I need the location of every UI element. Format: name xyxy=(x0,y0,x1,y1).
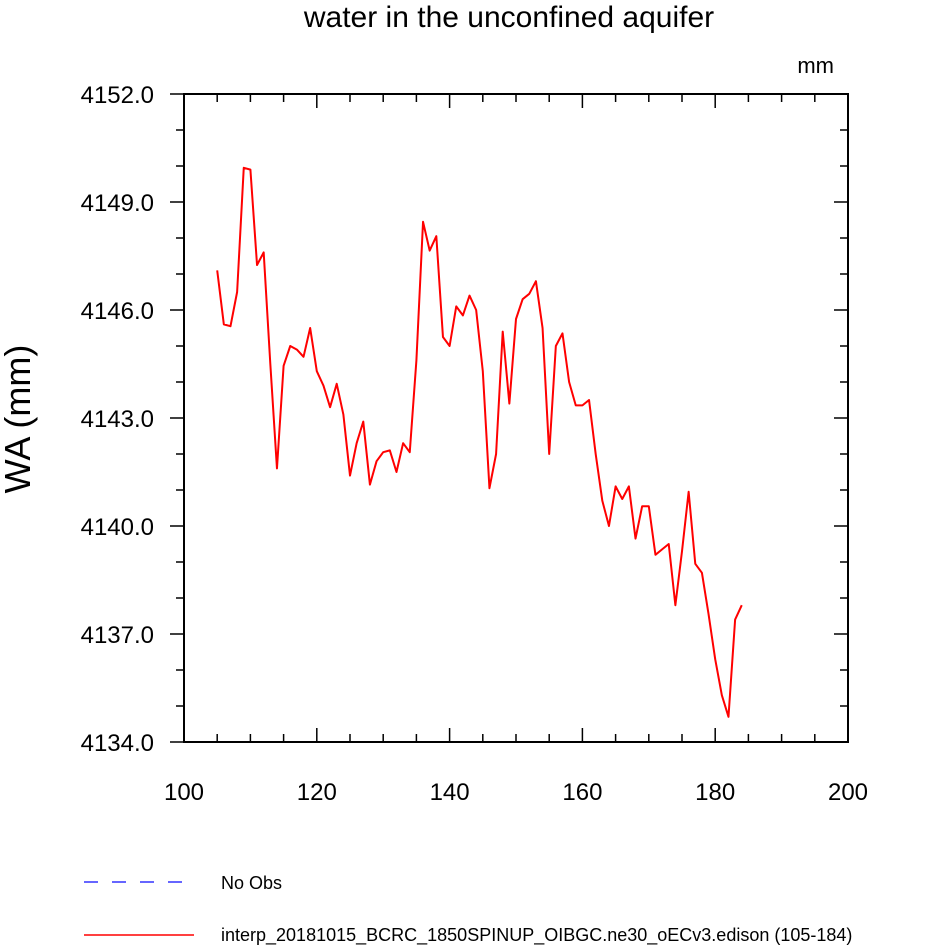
chart-title: water in the unconfined aquifer xyxy=(303,1,714,34)
y-axis-label: WA (mm) xyxy=(0,345,38,494)
y-tick-label: 4143.0 xyxy=(81,406,154,433)
x-tick-label: 140 xyxy=(430,779,470,806)
legend: No Obs interp_20181015_BCRC_1850SPINUP_O… xyxy=(84,873,852,946)
y-tick-label: 4149.0 xyxy=(81,190,154,217)
series-line xyxy=(216,166,743,718)
x-tick-label: 100 xyxy=(164,779,204,806)
y-tick-label: 4134.0 xyxy=(81,730,154,757)
axis-tick-labels: 100 120 140 160 180 200 4134.0 4137.0 4140.0 4143… xyxy=(81,82,868,806)
plot-frame xyxy=(183,93,849,743)
y-tick-label: 4146.0 xyxy=(81,298,154,325)
x-tick-label: 200 xyxy=(828,779,868,806)
x-tick-label: 180 xyxy=(695,779,735,806)
y-tick-label: 4152.0 xyxy=(81,82,154,109)
legend-label-model: interp_20181015_BCRC_1850SPINUP_OIBGC.ne… xyxy=(221,925,852,946)
data-lines xyxy=(216,166,743,718)
units-label: mm xyxy=(797,53,834,78)
y-tick-label: 4140.0 xyxy=(81,514,154,541)
x-tick-label: 120 xyxy=(297,779,337,806)
y-tick-label: 4137.0 xyxy=(81,622,154,649)
x-tick-label: 160 xyxy=(562,779,602,806)
legend-label-no-obs: No Obs xyxy=(221,873,282,893)
axis-ticks xyxy=(170,93,849,743)
